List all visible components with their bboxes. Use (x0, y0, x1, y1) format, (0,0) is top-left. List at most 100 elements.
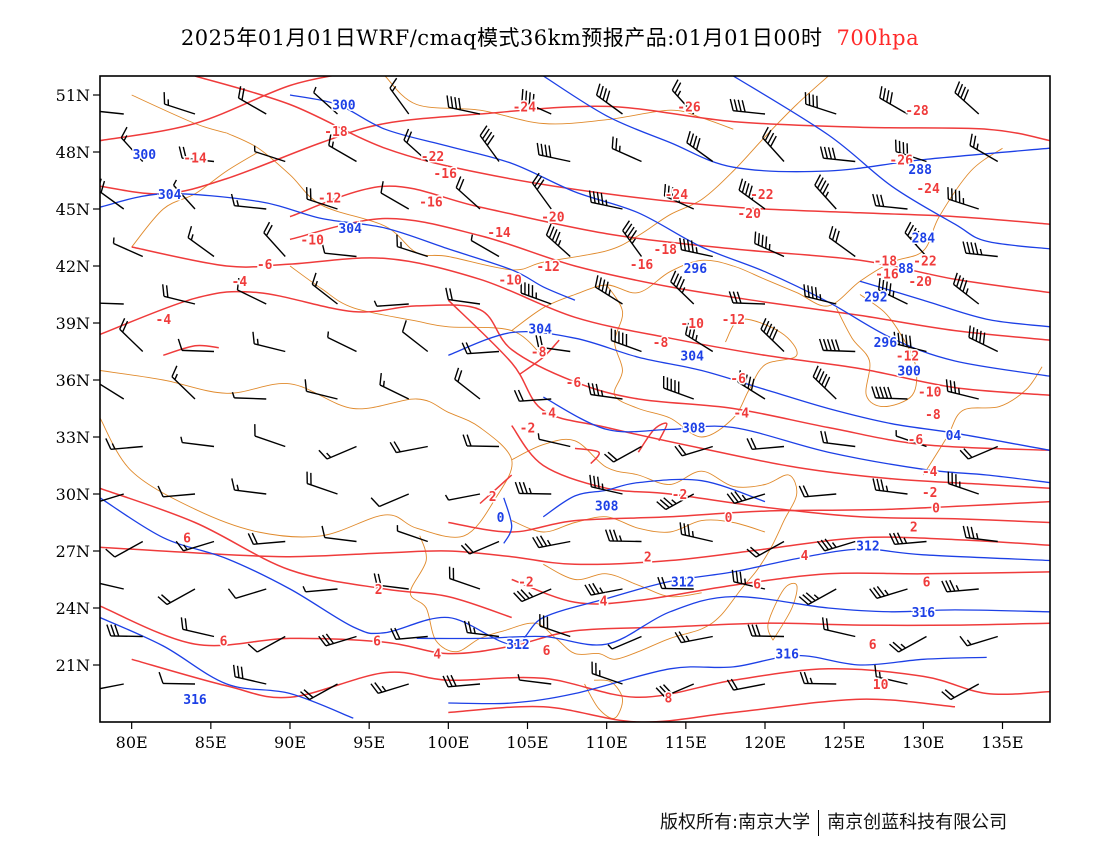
wind-barb (231, 391, 267, 400)
wind-barb (962, 525, 998, 543)
temperature-label: -12 (896, 349, 919, 364)
height-label: 300 (897, 365, 921, 380)
wind-barb (604, 445, 642, 463)
wind-barb (737, 370, 766, 400)
lon-tick-label: 100E (427, 733, 469, 752)
height-contour-line (503, 497, 513, 544)
height-contour-line (416, 595, 1050, 646)
wind-barb (470, 234, 500, 258)
wind-barb (812, 365, 837, 400)
wind-barb (531, 172, 552, 210)
wind-barb (968, 325, 999, 353)
height-contour-line (732, 76, 1050, 250)
wind-barb (819, 146, 856, 163)
wind-barb (461, 342, 500, 355)
wind-barb (302, 586, 338, 593)
province-border (226, 76, 829, 271)
wind-barb (163, 92, 196, 115)
wind-barb (969, 133, 999, 163)
temperature-label: -2 (672, 488, 688, 503)
pressure-level-label: 700hpa (836, 26, 920, 50)
wind-barb (894, 139, 927, 163)
temperature-label: -8 (531, 346, 547, 361)
lat-tick-label: 24N (56, 599, 90, 618)
wind-barb (588, 190, 623, 210)
geopotential-height-contours (100, 76, 1050, 719)
temperature-label: -16 (630, 258, 654, 273)
temperature-label: -2 (922, 486, 938, 501)
wind-barb (232, 664, 267, 685)
wind-barb (157, 588, 196, 606)
wind-barb (869, 586, 908, 600)
temperature-label: 10 (873, 678, 889, 693)
wind-barb (595, 83, 623, 115)
temperature-label: -22 (750, 188, 773, 203)
wind-barb (389, 77, 410, 115)
height-label: 296 (684, 262, 708, 277)
temperature-label: -6 (908, 433, 924, 448)
wind-barb (318, 633, 357, 647)
wind-barb (684, 322, 714, 353)
lat-tick-label: 42N (56, 257, 90, 276)
lat-tick-label: 21N (56, 656, 90, 675)
temperature-label: 2 (489, 490, 497, 505)
isotherm-line (100, 536, 1050, 566)
wind-barb (728, 291, 766, 305)
wind-barb (514, 481, 552, 495)
wind-barb (820, 430, 856, 448)
wind-barb (306, 471, 338, 495)
temperature-label: -4 (156, 313, 172, 328)
wind-barb (517, 674, 552, 685)
wind-barb (814, 174, 837, 210)
province-border (131, 151, 259, 248)
temperature-label: 4 (433, 648, 441, 663)
wind-barb (180, 436, 215, 448)
temperature-label: 0 (725, 511, 733, 526)
temperature-label: -22 (421, 150, 444, 165)
isotherm-line (289, 185, 1050, 294)
wind-barb (746, 437, 785, 450)
wind-barb (100, 383, 125, 400)
wind-barb (904, 221, 928, 257)
wind-barb (100, 683, 124, 690)
wind-barb (536, 142, 571, 163)
temperature-label: -18 (874, 254, 898, 269)
wind-barb (187, 225, 215, 258)
wind-barb (889, 635, 927, 653)
temperature-label: -22 (913, 254, 936, 269)
temperature-label: -20 (908, 275, 932, 290)
lon-tick-label: 135E (981, 733, 1023, 752)
wind-barb (535, 335, 571, 353)
province-border (511, 147, 1003, 331)
wind-barb (227, 588, 267, 600)
wind-barb (726, 491, 766, 505)
height-label: 312 (671, 575, 694, 590)
lat-tick-label: 48N (56, 143, 90, 162)
wind-barb (231, 478, 267, 495)
wind-barb (941, 683, 980, 701)
isotherm-line (637, 422, 668, 453)
footer-separator (818, 810, 820, 836)
copyright-footer: 版权所有:南京大学 南京创蓝科技有限公司 (660, 808, 1007, 836)
wind-barb (100, 110, 124, 115)
wind-barb (959, 635, 998, 647)
lat-tick-label: 45N (56, 200, 90, 219)
lat-tick-label: 39N (56, 314, 90, 333)
wind-barb (945, 379, 979, 400)
wind-barb (100, 582, 124, 590)
temperature-label: 2 (375, 583, 383, 598)
wind-barb (803, 284, 837, 305)
wind-barb (180, 617, 215, 638)
isotherm-line (447, 299, 1050, 490)
height-contour-line (542, 76, 1050, 173)
wind-barb (178, 146, 215, 163)
temperature-label: 6 (923, 575, 931, 590)
wind-barb (674, 444, 713, 457)
wind-barb (622, 220, 643, 257)
wind-barb (671, 79, 695, 115)
wind-barb (389, 441, 428, 454)
lat-tick-label: 51N (56, 86, 90, 105)
wind-barb (175, 540, 215, 552)
wind-barb (380, 181, 410, 210)
wind-barb (947, 187, 979, 210)
